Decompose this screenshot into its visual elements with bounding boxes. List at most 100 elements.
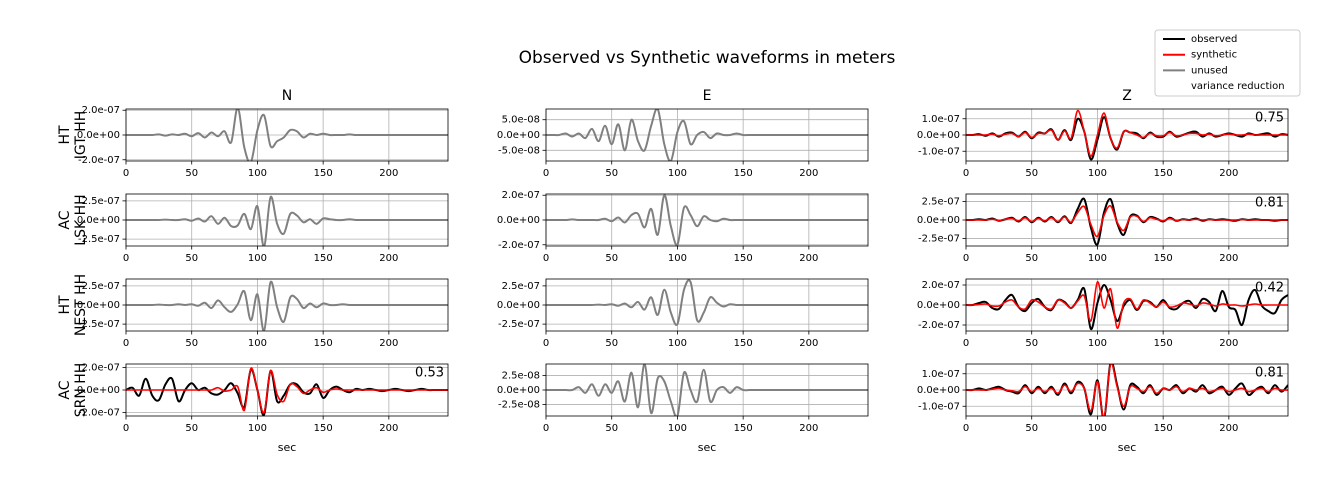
x-tick-label: 50 (1025, 338, 1038, 349)
waveform (966, 204, 1288, 238)
x-tick-label: 50 (185, 338, 198, 349)
variance-reduction: 0.42 (1255, 281, 1284, 296)
y-tick-label: -2.0e-07 (918, 320, 960, 331)
y-tick-label: 0.0e+00 (917, 385, 960, 396)
y-tick-label: 2.0e-07 (82, 362, 120, 373)
x-tick-label: 100 (1088, 423, 1107, 434)
x-tick-label: 50 (1025, 168, 1038, 179)
x-tick-label: 100 (248, 253, 267, 264)
x-tick-label: 150 (734, 168, 753, 179)
x-axis-label: sec (278, 441, 297, 454)
y-tick-label: 2.5e-07 (82, 281, 120, 292)
axes-frame (545, 193, 869, 247)
x-tick-label: 200 (1219, 338, 1238, 349)
waveform (126, 367, 448, 414)
waveform (126, 109, 448, 161)
panel: 0 50 100 150 200 -2.0e-07 0.0e+00 2.0e-07 sec AC S… (57, 362, 449, 454)
variance-reduction: 0.53 (415, 366, 444, 381)
x-tick-label: 0 (123, 338, 129, 349)
legend-label: unused (1191, 65, 1228, 76)
y-axis-label: HT (57, 125, 73, 145)
x-tick-label: 0 (963, 253, 969, 264)
y-tick-label: 1.0e-07 (922, 369, 960, 380)
waveform (966, 109, 1288, 157)
axes-frame (545, 278, 869, 332)
panel: 0 50 100 150 200 -2.0e-07 0.0e+00 2.0e-07 N HT IGT… (57, 88, 449, 179)
variance-reduction: 0.81 (1255, 366, 1284, 381)
x-tick-label: 150 (1154, 423, 1173, 434)
x-tick-label: 50 (605, 168, 618, 179)
y-tick-label: -2.5e-07 (498, 319, 540, 330)
axes-frame (965, 278, 1289, 332)
x-tick-label: 50 (605, 338, 618, 349)
panel: 0 50 100 150 200 -2.0e-07 0.0e+00 2.0e-07 0.42 (917, 278, 1289, 349)
axes-frame (125, 193, 449, 247)
x-tick-label: 100 (668, 338, 687, 349)
y-tick-label: 2.0e-07 (922, 280, 960, 291)
y-axis-label: NEST HH (73, 274, 89, 336)
x-tick-label: 0 (543, 423, 549, 434)
variance-reduction: 0.75 (1255, 111, 1284, 126)
x-tick-label: 50 (185, 423, 198, 434)
panel: 0 50 100 150 200 -2.5e-08 0.0e+00 2.5e-08 sec (497, 363, 869, 454)
x-tick-label: 150 (734, 253, 753, 264)
axes-frame (965, 108, 1289, 162)
x-axis-label: sec (698, 441, 717, 454)
y-tick-label: 2.5e-07 (82, 196, 120, 207)
x-tick-label: 200 (1219, 423, 1238, 434)
panel-title: E (703, 88, 712, 104)
x-tick-label: 0 (963, 338, 969, 349)
x-tick-label: 0 (543, 253, 549, 264)
axes-frame (125, 108, 449, 162)
x-tick-label: 50 (185, 168, 198, 179)
y-tick-label: 0.0e+00 (497, 130, 540, 141)
x-tick-label: 100 (668, 253, 687, 264)
panel: 0 50 100 150 200 -1.0e-07 0.0e+00 1.0e-07 sec 0.8… (917, 363, 1289, 454)
x-tick-label: 100 (1088, 338, 1107, 349)
panel: 0 50 100 150 200 -1.0e-07 0.0e+00 1.0e-07 Z 0.75 (917, 88, 1289, 179)
x-tick-label: 100 (668, 168, 687, 179)
x-tick-label: 0 (963, 168, 969, 179)
y-tick-label: -2.5e-07 (78, 319, 120, 330)
x-tick-label: 150 (1154, 338, 1173, 349)
x-tick-label: 150 (734, 338, 753, 349)
y-tick-label: 0.0e+00 (77, 130, 120, 141)
y-tick-label: -2.5e-08 (498, 399, 540, 410)
y-axis-label: AC (57, 210, 73, 229)
x-tick-label: 150 (314, 423, 333, 434)
y-tick-label: 1.0e-07 (922, 114, 960, 125)
x-tick-label: 150 (1154, 168, 1173, 179)
axes-frame (125, 278, 449, 332)
y-tick-label: -2.0e-07 (498, 240, 540, 251)
y-axis-label: IGT HH (73, 111, 89, 160)
y-tick-label: 2.0e-07 (82, 105, 120, 116)
legend-label: synthetic (1191, 50, 1237, 61)
waveform (126, 368, 448, 416)
x-tick-label: 200 (379, 168, 398, 179)
y-tick-label: -5.0e-08 (498, 145, 540, 156)
axes-frame (965, 193, 1289, 247)
waveform (966, 364, 1288, 416)
waveform (966, 281, 1288, 329)
x-tick-label: 200 (799, 253, 818, 264)
x-tick-label: 100 (1088, 253, 1107, 264)
x-tick-label: 150 (1154, 253, 1173, 264)
x-tick-label: 50 (605, 423, 618, 434)
x-tick-label: 0 (123, 423, 129, 434)
x-tick-label: 200 (1219, 253, 1238, 264)
panel: 0 50 100 150 200 -2.5e-07 0.0e+00 2.5e-07 0.81 (917, 193, 1289, 264)
y-axis-label: LSK HH (73, 194, 89, 245)
x-tick-label: 0 (963, 423, 969, 434)
x-tick-label: 200 (1219, 168, 1238, 179)
x-tick-label: 100 (248, 168, 267, 179)
y-tick-label: 2.0e-07 (502, 190, 540, 201)
y-tick-label: -1.0e-07 (918, 401, 960, 412)
axes-frame (545, 108, 869, 162)
y-tick-label: -2.5e-07 (918, 234, 960, 245)
x-tick-label: 150 (734, 423, 753, 434)
y-tick-label: 2.5e-08 (502, 371, 540, 382)
y-tick-label: 0.0e+00 (77, 215, 120, 226)
legend-label: variance reduction (1191, 81, 1285, 92)
y-tick-label: 0.0e+00 (497, 300, 540, 311)
x-tick-label: 50 (1025, 423, 1038, 434)
